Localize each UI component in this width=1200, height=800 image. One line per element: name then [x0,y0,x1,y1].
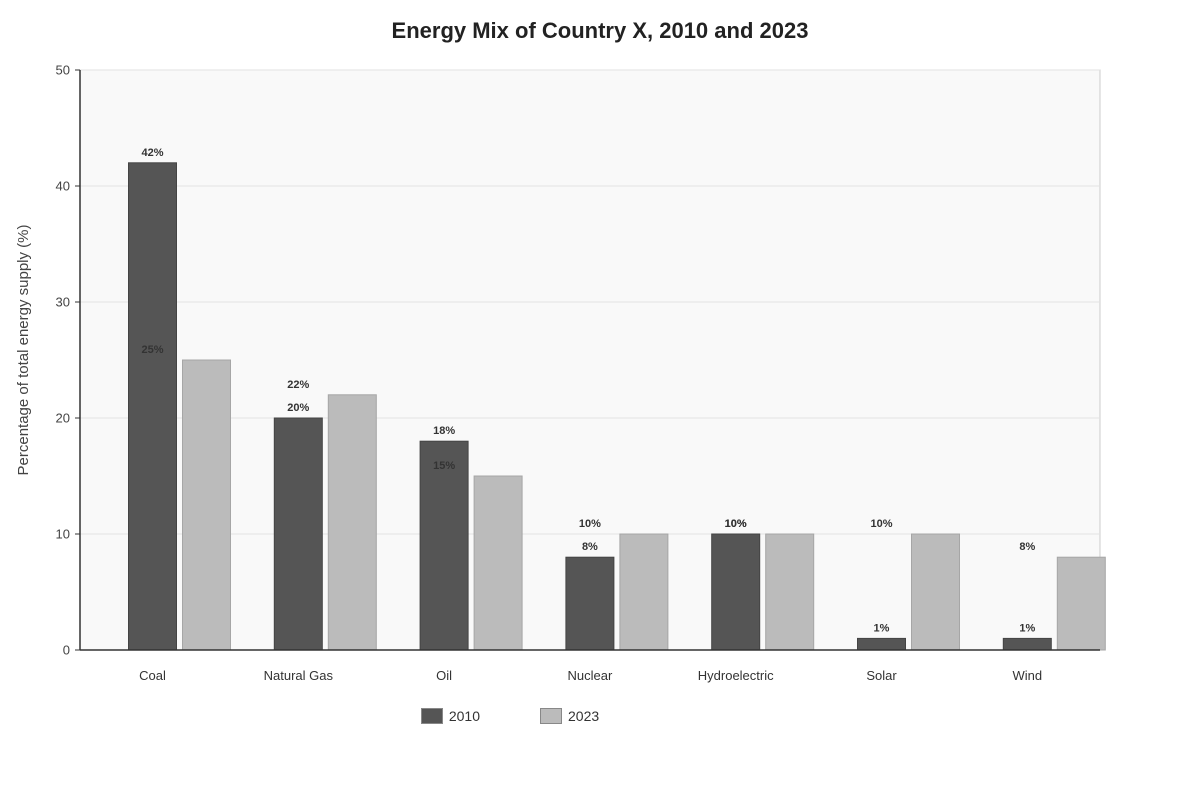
data-label-2023: 10% [579,518,601,530]
data-labels: 42%25%20%22%18%15%8%10% 10%10%1%10%1%8% [141,147,1035,635]
data-label-2023: 8% [1019,541,1035,553]
bar-2010-solar[interactable] [857,637,906,651]
data-label-2023: 25% [141,344,163,356]
y-tick-label: 50 [56,63,70,78]
y-tick-label: 10 [56,527,70,542]
data-label-2010: 10% [725,518,747,530]
data-label-2010: 8% [582,541,598,553]
y-axis-title: Percentage of total energy supply (%) [15,225,32,476]
bar-2010-natural-gas[interactable] [273,417,323,651]
data-label-2010: 1% [874,622,890,634]
legend-item-2010[interactable]: 2010 [420,708,480,724]
bar-2010-coal[interactable] [128,162,177,651]
bar-2010-wind[interactable] [1002,637,1052,651]
category-label: Oil [436,668,452,683]
category-label: Solar [866,668,897,683]
category-label: Coal [139,668,166,683]
legend-swatch-2023 [540,708,562,724]
y-tick-label: 0 [63,643,70,658]
data-label-2010: 42% [141,147,163,159]
bar-2023-wind[interactable] [1056,556,1106,651]
data-label-2023: 15% [433,460,455,472]
category-label: Hydroelectric [698,668,774,683]
bar-2023-natural-gas[interactable] [327,394,377,651]
bar-2023-oil[interactable] [473,475,523,651]
legend-item-2023[interactable]: 2023 [540,708,599,724]
category-label: Nuclear [568,668,613,683]
bar-2023-solar[interactable] [911,533,960,651]
gridlines [80,69,1100,535]
bar-2023-hydroelectric[interactable] [765,533,815,651]
y-tick-label: 40 [56,179,70,194]
category-label: Natural Gas [264,668,334,683]
bar-2023-coal[interactable] [182,359,231,651]
bar-2010-oil[interactable] [419,440,469,651]
y-tick-label: 30 [56,295,70,310]
legend-swatch-2010 [420,708,443,724]
y-tick-labels: 0 10 20 30 40 50 [56,63,70,658]
legend-label-2023: 2023 [568,708,600,724]
bar-2010-hydroelectric[interactable] [711,533,761,651]
data-label-2010: 1% [1019,622,1035,634]
axes [75,69,1100,651]
legend-label-2010: 2010 [448,708,480,724]
category-label: Wind [1012,668,1042,683]
data-label-2023: 10% [725,518,747,530]
bar-2010-nuclear[interactable] [565,556,615,651]
series-2023-bars [182,359,1106,651]
data-label-2010: 20% [287,402,309,414]
data-label-2010: 18% [433,425,455,437]
data-label-2023: 10% [870,518,892,530]
y-tick-label: 20 [56,411,70,426]
legend: 2010 2023 [0,708,1110,724]
bar-2023-nuclear[interactable] [619,533,669,651]
category-labels: Coal Natural Gas Oil Nuclear Hydroelectric So… [139,668,1042,683]
chart-title: Energy Mix of Country X, 2010 and 2023 [391,18,809,43]
data-label-2023: 22% [287,379,309,391]
